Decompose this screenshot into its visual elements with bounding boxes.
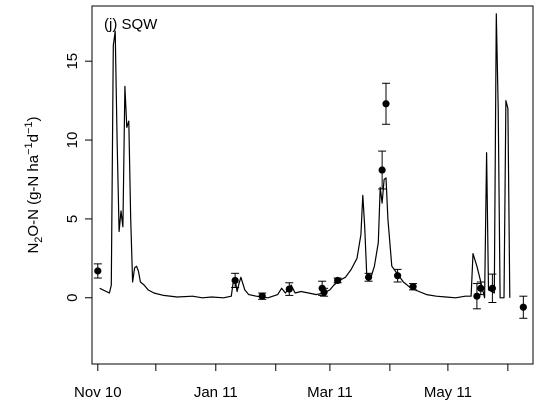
observation-marker bbox=[519, 303, 527, 311]
svg-text:N2O-N (g-N ha−1d−1): N2O-N (g-N ha−1d−1) bbox=[23, 116, 45, 253]
y-tick-label: 10 bbox=[64, 132, 81, 149]
series-layer bbox=[93, 13, 528, 319]
ylabel-mid2: d bbox=[25, 134, 42, 142]
observation-point bbox=[382, 82, 390, 125]
x-tick-label: Jan 11 bbox=[194, 384, 238, 401]
observation-marker bbox=[477, 284, 485, 292]
x-axis: Nov 10 Jan 11 Mar 11 May 11 bbox=[74, 364, 509, 401]
observation-marker bbox=[364, 273, 373, 281]
observation-marker bbox=[394, 272, 402, 280]
observation-marker bbox=[285, 285, 293, 293]
observation-point bbox=[285, 282, 294, 296]
y-axis: 0 5 10 15 bbox=[64, 53, 92, 302]
observation-point bbox=[333, 276, 342, 285]
observation-point bbox=[364, 272, 373, 282]
observation-marker bbox=[382, 100, 390, 108]
observation-point bbox=[393, 268, 402, 283]
observation-marker bbox=[94, 267, 102, 275]
y-tick-label: 15 bbox=[64, 53, 81, 70]
observation-marker bbox=[473, 292, 481, 300]
ylabel-mid: O-N (g-N ha bbox=[25, 154, 42, 236]
ylabel-suffix: ) bbox=[25, 116, 42, 121]
observation-marker bbox=[378, 166, 386, 174]
y-tick-label: 5 bbox=[64, 215, 81, 223]
model-line bbox=[99, 13, 511, 299]
ylabel-sub1: 2 bbox=[33, 237, 45, 243]
observation-point bbox=[488, 273, 497, 303]
observation-point bbox=[93, 263, 102, 279]
plot-frame bbox=[91, 5, 534, 365]
y-axis-label: N2O-N (g-N ha−1d−1) bbox=[23, 116, 45, 253]
observation-marker bbox=[258, 292, 266, 300]
observation-marker bbox=[231, 276, 239, 285]
observation-point bbox=[409, 283, 418, 291]
ylabel-sup1: −1 bbox=[23, 142, 35, 155]
observation-marker bbox=[334, 276, 342, 285]
y-tick-label: 0 bbox=[64, 294, 81, 302]
observation-point bbox=[231, 272, 240, 289]
observation-point bbox=[378, 150, 387, 190]
observation-marker bbox=[409, 283, 417, 291]
observation-point bbox=[519, 295, 528, 319]
x-tick-label: Mar 11 bbox=[307, 384, 353, 401]
x-tick-label: Nov 10 bbox=[74, 384, 122, 401]
observation-point bbox=[258, 292, 267, 300]
panel-label: (j) SQW bbox=[104, 16, 158, 33]
x-tick-label: May 11 bbox=[424, 384, 472, 401]
observation-point bbox=[320, 287, 329, 297]
observation-marker bbox=[488, 284, 496, 292]
ylabel-prefix: N bbox=[25, 243, 42, 254]
ylabel-sup2: −1 bbox=[23, 121, 35, 134]
observation-marker bbox=[320, 288, 328, 296]
observation-point bbox=[476, 281, 485, 296]
